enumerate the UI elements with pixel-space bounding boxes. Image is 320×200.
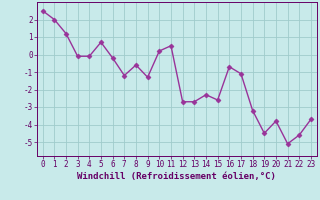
X-axis label: Windchill (Refroidissement éolien,°C): Windchill (Refroidissement éolien,°C) — [77, 172, 276, 181]
